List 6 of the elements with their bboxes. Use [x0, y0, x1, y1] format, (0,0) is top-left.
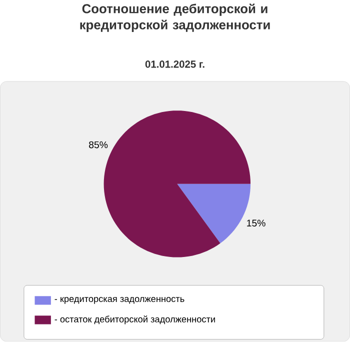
chart-subtitle: 01.01.2025 г.	[145, 60, 204, 68]
legend-label: - кредиторская задолженность	[54, 297, 184, 304]
data-label: 85%	[89, 141, 108, 148]
legend-label: - остаток дебиторской задолженности	[54, 316, 215, 324]
data-label: 15%	[247, 220, 266, 227]
chart-title: Соотношение дебиторской и кредиторской задолженности	[80, 4, 270, 32]
